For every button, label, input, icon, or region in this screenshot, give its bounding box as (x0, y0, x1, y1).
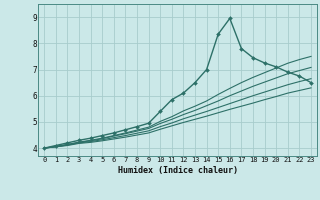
X-axis label: Humidex (Indice chaleur): Humidex (Indice chaleur) (118, 166, 238, 175)
